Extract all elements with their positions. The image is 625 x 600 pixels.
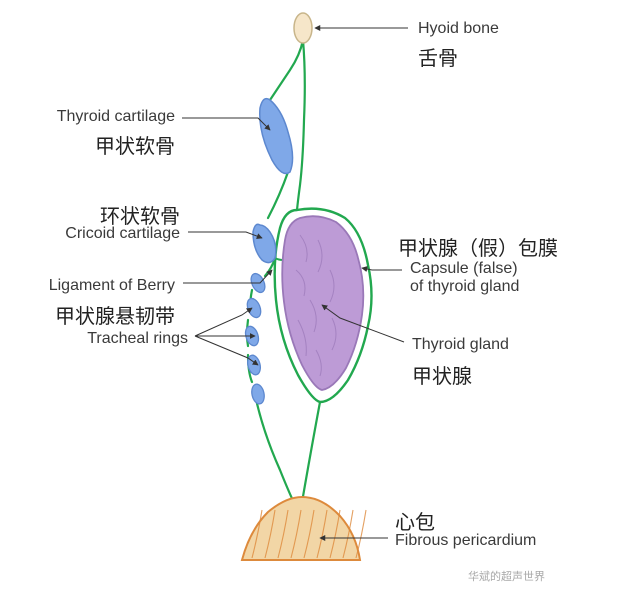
- thyroid-gland-label-en: Thyroid gland: [412, 336, 509, 354]
- berry-label-cn: 甲状腺悬韧带: [55, 300, 175, 329]
- tracheal-label-en: Tracheal rings: [87, 330, 188, 348]
- capsule-label-en: Capsule (false) of thyroid gland: [410, 260, 519, 296]
- berry-label-en: Ligament of Berry: [49, 277, 175, 295]
- thyroid-cartilage-label-cn: 甲状软骨: [95, 130, 175, 159]
- watermark-text: 华斌的超声世界: [468, 568, 545, 584]
- cricoid-label-cn: 环状软骨: [100, 200, 180, 229]
- hyoid-label-en: Hyoid bone: [418, 20, 499, 38]
- thyroid-gland-label-cn: 甲状腺: [412, 360, 472, 389]
- pericardium-label-cn: 心包: [395, 506, 435, 535]
- hyoid-label-cn: 舌骨: [418, 42, 458, 71]
- capsule-label-cn: 甲状腺（假）包膜: [398, 232, 558, 261]
- thyroid-cartilage-label-en: Thyroid cartilage: [57, 108, 175, 126]
